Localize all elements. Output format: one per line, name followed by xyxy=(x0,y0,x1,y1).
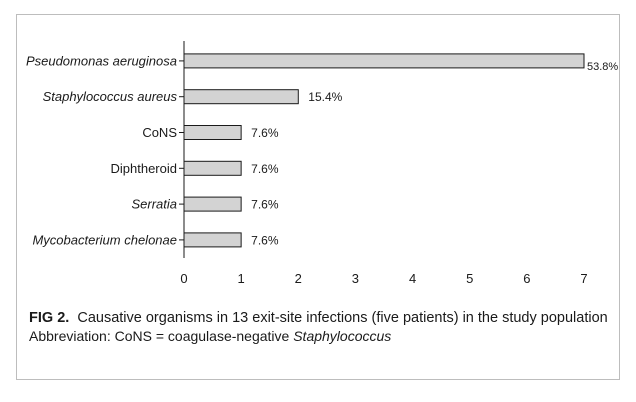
abbreviation-italic: Staphylococcus xyxy=(293,328,392,344)
abbreviation-text: Abbreviation: CoNS = coagulase-negative xyxy=(29,328,294,344)
category-label: Diphtheroid xyxy=(111,161,178,176)
data-label: 53.8% xyxy=(587,61,618,73)
bar xyxy=(183,89,299,105)
caption-text: Causative organisms in 13 exit-site infe… xyxy=(77,310,608,326)
caption-title: FIG 2. Causative organisms in 13 exit-si… xyxy=(29,309,609,327)
bar xyxy=(183,196,242,212)
data-label: 7.6% xyxy=(251,198,279,212)
x-tick-label: 2 xyxy=(295,271,302,286)
data-label: 7.6% xyxy=(251,126,279,140)
bar xyxy=(183,125,242,140)
category-label: Mycobacterium chelonae xyxy=(32,232,177,247)
x-tick-label: 0 xyxy=(180,271,187,286)
bar-chart: Pseudomonas aeruginosa 53.8% Staphylococcu… xyxy=(26,41,618,286)
x-tick-label: 4 xyxy=(409,271,416,286)
category-label: Pseudomonas aeruginosa xyxy=(26,53,177,68)
data-label: 7.6% xyxy=(251,233,279,247)
x-tick-label: 5 xyxy=(466,271,473,286)
category-label: Serratia xyxy=(131,197,177,212)
x-tick-label: 7 xyxy=(580,271,587,286)
category-label: CoNS xyxy=(142,125,177,140)
category-label: Staphylococcus aureus xyxy=(43,89,178,104)
figure-caption: FIG 2. Causative organisms in 13 exit-si… xyxy=(29,309,609,345)
data-label: 7.6% xyxy=(251,162,279,176)
x-tick-label: 3 xyxy=(352,271,359,286)
figure-panel: Pseudomonas aeruginosa 53.8% Staphylococcu… xyxy=(16,14,620,380)
bar xyxy=(183,160,242,176)
bar xyxy=(183,53,585,69)
x-tick-label: 6 xyxy=(523,271,530,286)
abbreviation-note: Abbreviation: CoNS = coagulase-negative … xyxy=(29,327,609,345)
bar xyxy=(183,232,242,248)
figure-label: FIG 2. xyxy=(29,310,70,326)
x-tick-label: 1 xyxy=(238,271,245,286)
data-label: 15.4% xyxy=(308,90,342,104)
